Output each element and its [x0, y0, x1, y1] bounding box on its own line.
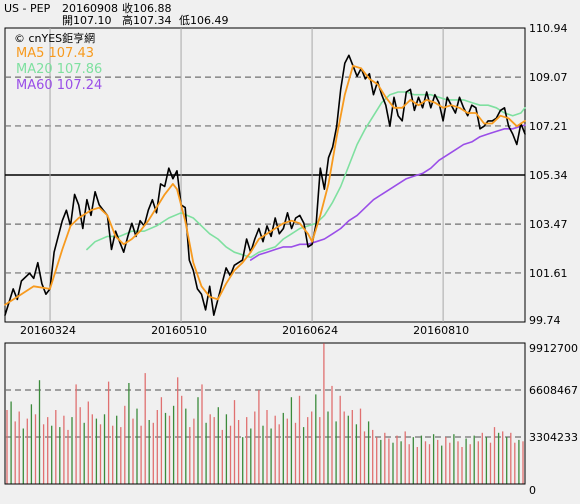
x-tick-label: 20160324 — [20, 324, 76, 337]
x-tick-label: 20160624 — [282, 324, 338, 337]
close-label: 收106.88 — [122, 1, 172, 15]
price-tick-label: 110.94 — [529, 22, 568, 35]
high-label: 高107.34 — [122, 13, 172, 27]
legend-ma60: MA60 107.24 — [16, 78, 102, 93]
price-x-axis: 20160324 20160510 20160624 20160810 — [20, 324, 469, 337]
volume-tick-label: 6608467 — [529, 384, 578, 397]
price-tick-label: 101.61 — [529, 267, 568, 280]
volume-grid — [5, 389, 525, 438]
source-label: © cnYES鉅亨網 — [14, 31, 95, 45]
open-label: 開107.10 — [62, 14, 112, 27]
x-tick-label: 20160510 — [151, 324, 207, 337]
ma5-line — [4, 64, 526, 306]
volume-y-axis: 9912700 6608467 3304233 0 — [529, 342, 578, 497]
price-line — [4, 54, 526, 317]
volume-tick-label: 3304233 — [529, 431, 578, 444]
low-label: 低106.49 — [179, 14, 229, 27]
price-series-group — [4, 54, 526, 317]
volume-bars — [6, 343, 524, 484]
price-tick-label: 103.47 — [529, 218, 568, 231]
price-tick-label: 107.21 — [529, 120, 568, 133]
volume-tick-label: 0 — [529, 484, 536, 497]
legend-ma20: MA20 107.86 — [16, 62, 102, 77]
date-label: 20160908 — [62, 2, 118, 15]
volume-tick-label: 9912700 — [529, 342, 578, 355]
symbol-label: US - PEP — [4, 2, 51, 15]
ma60-line — [249, 124, 526, 261]
price-tick-label: 105.34 — [529, 169, 568, 182]
price-tick-label: 99.74 — [529, 314, 561, 327]
price-grid — [5, 28, 525, 322]
price-panel: 110.94 109.07 107.21 105.34 103.47 101.61 99.7… — [4, 22, 568, 337]
x-tick-label: 20160810 — [413, 324, 469, 337]
legend-ma5: MA5 107.43 — [16, 46, 94, 61]
price-y-axis: 110.94 109.07 107.21 105.34 103.47 101.61 99.7… — [529, 22, 568, 327]
volume-panel: 9912700 6608467 3304233 0 — [4, 342, 578, 497]
price-tick-label: 109.07 — [529, 71, 568, 84]
volume-panel-frame — [4, 342, 526, 485]
